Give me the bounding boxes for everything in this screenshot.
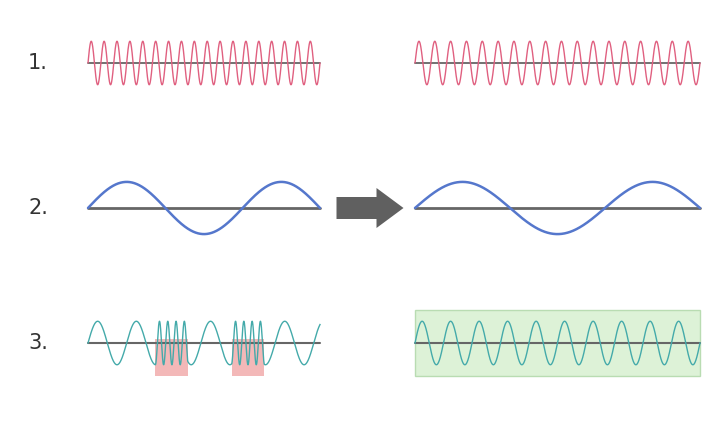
- Text: 2.: 2.: [28, 198, 48, 218]
- Bar: [232, 339, 264, 376]
- Text: 3.: 3.: [28, 333, 48, 353]
- Bar: [415, 310, 700, 376]
- Polygon shape: [336, 188, 403, 228]
- Text: 1.: 1.: [28, 53, 48, 73]
- Bar: [156, 339, 188, 376]
